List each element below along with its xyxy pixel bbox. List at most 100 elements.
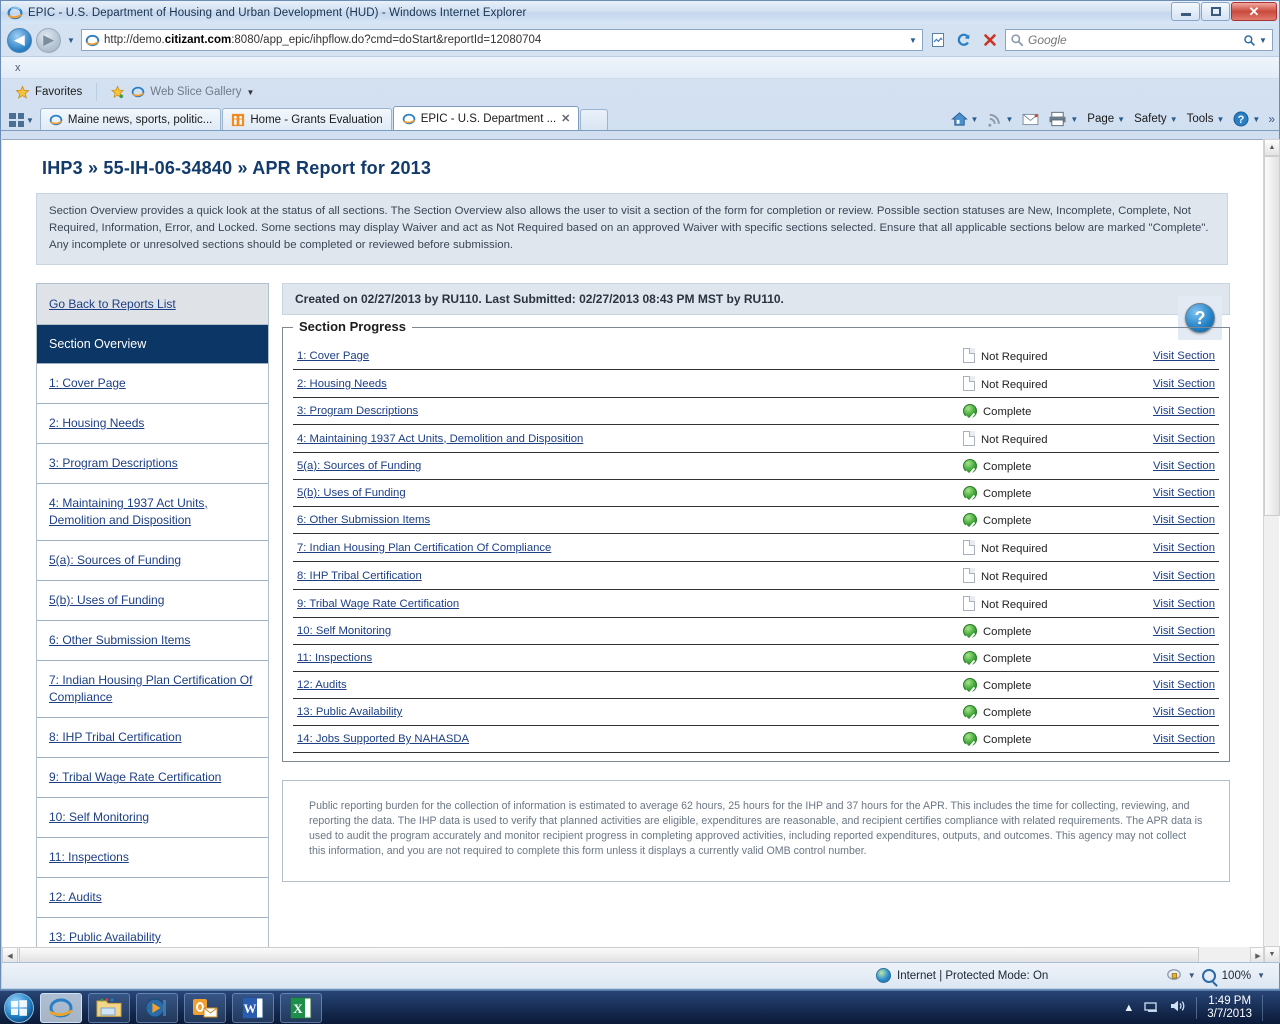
- section-link[interactable]: 13: Public Availability: [297, 706, 403, 718]
- section-link[interactable]: 8: IHP Tribal Certification: [297, 569, 422, 582]
- sidebar-item-label[interactable]: 13: Public Availability: [49, 930, 161, 944]
- sidebar-item-1[interactable]: 1: Cover Page: [37, 363, 268, 403]
- quick-tabs-button[interactable]: ▼: [9, 113, 34, 127]
- visit-section-link[interactable]: Visit Section: [1153, 569, 1215, 582]
- sidebar-item-label[interactable]: 3: Program Descriptions: [49, 456, 178, 470]
- sidebar-item-label[interactable]: 2: Housing Needs: [49, 416, 145, 430]
- scroll-left-button[interactable]: ◀: [2, 947, 18, 963]
- taskbar-excel[interactable]: X: [280, 992, 322, 1023]
- sidebar-item-8[interactable]: 8: IHP Tribal Certification: [37, 717, 268, 757]
- section-link[interactable]: 6: Other Submission Items: [297, 514, 431, 526]
- section-link[interactable]: 5(a): Sources of Funding: [297, 460, 422, 472]
- horizontal-scroll-thumb[interactable]: [19, 947, 1199, 963]
- vertical-scrollbar[interactable]: ▲ ▼: [1263, 139, 1280, 963]
- sidebar-item-11[interactable]: 11: Inspections: [37, 837, 268, 877]
- feeds-button[interactable]: ▼: [984, 111, 1016, 128]
- section-link[interactable]: 2: Housing Needs: [297, 377, 387, 390]
- overflow-chevron-icon[interactable]: »: [1268, 112, 1275, 126]
- volume-icon[interactable]: [1170, 999, 1186, 1016]
- stop-icon[interactable]: [979, 29, 1001, 51]
- chevron-down-icon[interactable]: ▼: [246, 87, 255, 97]
- chevron-down-icon[interactable]: ▼: [970, 114, 979, 124]
- visit-section-link[interactable]: Visit Section: [1153, 487, 1215, 499]
- sidebar-item-label[interactable]: 10: Self Monitoring: [49, 810, 150, 824]
- search-provider-dropdown-icon[interactable]: ▼: [1259, 35, 1267, 45]
- section-link[interactable]: 1: Cover Page: [297, 349, 370, 362]
- tools-menu-button[interactable]: Tools ▼: [1184, 112, 1228, 126]
- scroll-down-button[interactable]: ▼: [1264, 946, 1280, 963]
- visit-section-link[interactable]: Visit Section: [1153, 706, 1215, 718]
- print-button[interactable]: ▼: [1045, 110, 1081, 128]
- sidebar-item-12[interactable]: 12: Audits: [37, 877, 268, 917]
- visit-section-link[interactable]: Visit Section: [1153, 405, 1215, 417]
- sidebar-item-label[interactable]: 12: Audits: [49, 890, 102, 904]
- taskbar-file-explorer[interactable]: [88, 992, 130, 1023]
- visit-section-link[interactable]: Visit Section: [1153, 432, 1215, 445]
- page-menu-button[interactable]: Page ▼: [1084, 112, 1128, 126]
- sidebar-item-label[interactable]: 7: Indian Housing Plan Certification Of …: [49, 673, 253, 704]
- sidebar-item-label[interactable]: 8: IHP Tribal Certification: [49, 730, 182, 744]
- sidebar-item-5b[interactable]: 5(b): Uses of Funding: [37, 580, 268, 620]
- favorites-button[interactable]: Favorites: [9, 83, 88, 102]
- sidebar-item-7[interactable]: 7: Indian Housing Plan Certification Of …: [37, 660, 268, 717]
- sidebar-item-label[interactable]: 9: Tribal Wage Rate Certification: [49, 770, 222, 784]
- page-help-button[interactable]: ?: [1178, 296, 1222, 340]
- chevron-down-icon[interactable]: ▼: [1257, 971, 1265, 980]
- chevron-down-icon[interactable]: ▼: [1169, 114, 1178, 124]
- section-link[interactable]: 11: Inspections: [297, 652, 373, 664]
- sidebar-item-6[interactable]: 6: Other Submission Items: [37, 620, 268, 660]
- recent-pages-dropdown-icon[interactable]: ▼: [67, 35, 75, 45]
- tab-maine-news[interactable]: Maine news, sports, politic...: [39, 108, 222, 130]
- section-link[interactable]: 10: Self Monitoring: [297, 625, 392, 637]
- visit-section-link[interactable]: Visit Section: [1153, 514, 1215, 526]
- sidebar-item-2[interactable]: 2: Housing Needs: [37, 403, 268, 443]
- close-button[interactable]: ✕: [1231, 2, 1277, 21]
- visit-section-link[interactable]: Visit Section: [1153, 733, 1215, 745]
- network-icon[interactable]: [1144, 999, 1160, 1016]
- visit-section-link[interactable]: Visit Section: [1153, 377, 1215, 390]
- mail-button[interactable]: [1019, 112, 1042, 127]
- section-link[interactable]: 5(b): Uses of Funding: [297, 487, 406, 499]
- visit-section-link[interactable]: Visit Section: [1153, 679, 1215, 691]
- tab-epic-hud[interactable]: EPIC - U.S. Department ... ✕: [392, 106, 580, 130]
- minimize-button[interactable]: [1171, 2, 1200, 21]
- help-menu-button[interactable]: ? ▼: [1230, 110, 1263, 128]
- sidebar-item-label[interactable]: 5(a): Sources of Funding: [49, 553, 182, 567]
- sidebar-item-label[interactable]: 1: Cover Page: [49, 376, 126, 390]
- chevron-down-icon[interactable]: ▼: [1005, 114, 1014, 124]
- chevron-down-icon[interactable]: ▼: [1070, 114, 1079, 124]
- start-button[interactable]: [4, 992, 34, 1023]
- taskbar-clock[interactable]: 1:49 PM 3/7/2013: [1207, 995, 1252, 1021]
- sidebar-item-13[interactable]: 13: Public Availability: [37, 917, 268, 957]
- new-tab-button[interactable]: [580, 109, 609, 130]
- security-zone[interactable]: Internet | Protected Mode: On: [876, 968, 1048, 983]
- home-button[interactable]: ▼: [948, 110, 982, 128]
- zoom-icon[interactable]: [1201, 968, 1216, 983]
- section-link[interactable]: 7: Indian Housing Plan Certification Of …: [297, 541, 552, 554]
- visit-section-link[interactable]: Visit Section: [1153, 541, 1215, 554]
- tab-home-grants-evaluation[interactable]: Home - Grants Evaluation: [222, 108, 392, 130]
- refresh-icon[interactable]: [953, 29, 975, 51]
- notification-close-icon[interactable]: x: [15, 61, 21, 74]
- visit-section-link[interactable]: Visit Section: [1153, 652, 1215, 664]
- vertical-scroll-thumb[interactable]: [1264, 156, 1280, 516]
- chevron-down-icon[interactable]: ▼: [1187, 971, 1196, 980]
- sidebar-item-label[interactable]: 4: Maintaining 1937 Act Units, Demolitio…: [49, 496, 208, 527]
- section-link[interactable]: 12: Audits: [297, 679, 347, 691]
- sidebar-item-10[interactable]: 10: Self Monitoring: [37, 797, 268, 837]
- search-input[interactable]: Google ▼: [1005, 29, 1273, 51]
- chevron-down-icon[interactable]: ▼: [1117, 114, 1126, 124]
- show-hidden-icons-button[interactable]: ▲: [1123, 1001, 1135, 1014]
- compatibility-view-icon[interactable]: [927, 29, 949, 51]
- show-desktop-button[interactable]: [1262, 994, 1270, 1021]
- sidebar-item-9[interactable]: 9: Tribal Wage Rate Certification: [37, 757, 268, 797]
- visit-section-link[interactable]: Visit Section: [1153, 597, 1215, 610]
- section-link[interactable]: 4: Maintaining 1937 Act Units, Demolitio…: [297, 432, 584, 445]
- zoom-level[interactable]: 100%: [1221, 969, 1252, 982]
- sidebar-item-label[interactable]: 6: Other Submission Items: [49, 633, 191, 647]
- go-back-to-reports-list-link[interactable]: Go Back to Reports List: [49, 297, 176, 311]
- address-bar[interactable]: http://demo.citizant.com:8080/app_epic/i…: [81, 29, 923, 51]
- tab-list-dropdown-icon[interactable]: ▼: [26, 115, 34, 125]
- horizontal-scrollbar[interactable]: ◀ ▶: [2, 947, 1266, 963]
- chevron-down-icon[interactable]: ▼: [1216, 114, 1225, 124]
